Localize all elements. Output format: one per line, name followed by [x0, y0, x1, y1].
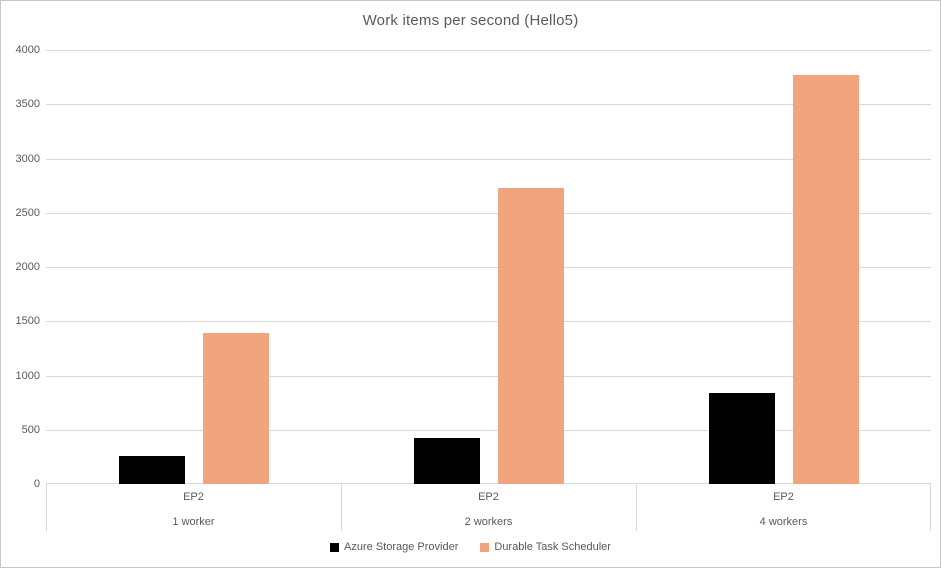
- bar-azure-storage-provider: [119, 456, 185, 484]
- legend-label: Durable Task Scheduler: [494, 541, 611, 553]
- gridline: [46, 267, 931, 268]
- category-separator: [341, 484, 342, 531]
- bar-durable-task-scheduler: [203, 333, 269, 484]
- gridline: [46, 158, 931, 160]
- legend-item: Azure Storage Provider: [330, 541, 458, 553]
- bar-azure-storage-provider: [709, 393, 775, 484]
- legend-swatch-azure-storage-provider: [330, 542, 340, 552]
- y-axis-tick-label: 1500: [15, 315, 40, 328]
- gridline: [46, 321, 931, 323]
- y-axis-tick-label: 1000: [15, 369, 40, 382]
- gridline: [46, 104, 931, 106]
- category-sub-label: 2 workers: [464, 516, 513, 528]
- y-axis-tick-label: 3000: [15, 152, 40, 165]
- bar-azure-storage-provider: [414, 438, 480, 484]
- category-separator: [636, 484, 637, 531]
- x-axis-line: [46, 483, 931, 484]
- category-separator: [46, 484, 47, 531]
- gridline: [46, 50, 931, 51]
- legend-label: Azure Storage Provider: [344, 541, 459, 553]
- category-sub-label: 1 worker: [172, 516, 215, 528]
- gridline: [46, 429, 931, 431]
- legend-swatch-durable-task-scheduler: [480, 542, 490, 552]
- y-axis-tick-label: 2000: [15, 261, 40, 273]
- category-axis: EP2 1 worker EP2 2 workers EP2 4 workers: [46, 484, 931, 531]
- chart-title: Work items per second (Hello5): [362, 12, 579, 29]
- y-axis-tick-label: 2500: [15, 206, 40, 219]
- category-sub-label: 4 workers: [759, 516, 808, 528]
- category-separator: [930, 484, 931, 531]
- plot-area: [46, 50, 931, 484]
- gridline: [46, 212, 931, 214]
- y-axis-tick-label: 0: [33, 478, 40, 490]
- category-group-label: EP2: [773, 491, 794, 503]
- legend-item: Durable Task Scheduler: [480, 541, 611, 553]
- y-axis-tick-label: 4000: [15, 44, 40, 56]
- y-axis-tick-label: 500: [21, 423, 40, 436]
- bar-durable-task-scheduler: [793, 75, 859, 484]
- bar-durable-task-scheduler: [498, 188, 564, 484]
- category-group-label: EP2: [183, 491, 204, 503]
- category-group-label: EP2: [478, 491, 499, 503]
- y-axis-tick-label: 3500: [15, 98, 40, 111]
- gridline: [46, 375, 931, 377]
- legend: Azure Storage Provider Durable Task Sched…: [1, 541, 940, 553]
